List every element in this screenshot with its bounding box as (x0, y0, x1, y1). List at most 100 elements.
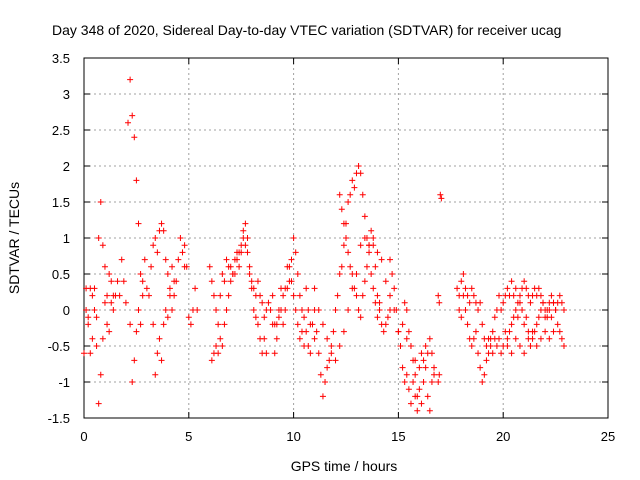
data-point (106, 328, 113, 335)
data-point (458, 314, 465, 321)
data-point (106, 271, 113, 277)
data-point (552, 307, 559, 313)
data-point (422, 343, 429, 349)
data-point (215, 350, 222, 357)
data-point (479, 321, 486, 328)
data-point (496, 292, 503, 299)
data-point (380, 328, 387, 335)
data-point (179, 249, 186, 256)
data-point (401, 299, 408, 306)
data-point (120, 278, 127, 285)
data-point (127, 76, 134, 83)
data-point (537, 292, 544, 299)
data-point (150, 242, 157, 249)
data-point (428, 379, 435, 385)
data-point (475, 307, 482, 313)
data-point (391, 285, 398, 292)
data-point (462, 285, 469, 292)
data-point (131, 134, 138, 141)
data-point (426, 407, 433, 414)
data-point (303, 285, 310, 292)
data-point (89, 335, 96, 342)
data-point (508, 350, 515, 357)
data-point (414, 393, 421, 400)
data-point (238, 249, 245, 256)
data-point (550, 328, 557, 335)
data-point (192, 285, 199, 292)
data-point (407, 343, 414, 349)
data-point (145, 292, 152, 299)
data-point (399, 364, 406, 371)
data-point (177, 235, 184, 241)
data-point (129, 379, 136, 385)
data-point (340, 242, 347, 249)
data-point (166, 285, 173, 292)
data-point (225, 292, 232, 299)
data-point (137, 321, 144, 328)
data-point (242, 220, 249, 227)
y-tick-label: 2.5 (52, 123, 70, 138)
data-point (420, 357, 427, 364)
data-point (313, 328, 320, 335)
data-point (194, 307, 201, 313)
data-point (351, 184, 358, 191)
data-point (280, 292, 287, 299)
data-point (85, 314, 92, 321)
data-point (135, 307, 142, 313)
data-point (428, 350, 435, 357)
data-point (464, 321, 471, 328)
data-point (525, 335, 532, 342)
data-point (141, 256, 148, 263)
data-point (519, 307, 526, 313)
data-point (99, 242, 106, 249)
data-point (374, 292, 381, 299)
data-point (118, 256, 125, 263)
data-point (359, 292, 366, 299)
data-point (150, 321, 157, 328)
data-point (175, 256, 182, 263)
data-point (292, 249, 299, 256)
data-point (311, 335, 318, 342)
data-point (368, 227, 375, 234)
data-point (185, 314, 192, 321)
data-point (85, 321, 92, 328)
data-point (460, 271, 467, 277)
data-point (468, 343, 475, 349)
data-point (498, 307, 505, 313)
data-point (129, 112, 136, 119)
data-point (340, 328, 347, 335)
data-point (500, 299, 507, 306)
data-point (426, 335, 433, 342)
y-tick-label: 0.5 (52, 267, 70, 282)
data-point (162, 256, 169, 263)
data-point (438, 195, 445, 202)
data-point (412, 371, 419, 378)
data-point (477, 299, 484, 306)
data-point (328, 350, 335, 357)
data-point (91, 307, 98, 313)
data-point (422, 364, 429, 371)
data-point (171, 292, 178, 299)
data-point (456, 307, 463, 313)
data-point (275, 314, 282, 321)
data-point (334, 292, 341, 299)
data-point (338, 263, 345, 270)
data-point (133, 328, 140, 335)
data-point (414, 407, 421, 414)
data-point (244, 249, 251, 256)
data-point (470, 335, 477, 342)
data-point (462, 307, 469, 313)
data-point (472, 328, 479, 335)
data-point (332, 357, 339, 364)
data-point (154, 249, 161, 256)
data-point (114, 278, 121, 285)
y-tick-label: 0 (63, 303, 70, 318)
data-point (217, 335, 224, 342)
data-point (483, 357, 490, 364)
data-point (405, 386, 412, 393)
data-point (288, 256, 295, 263)
data-point (282, 307, 289, 313)
data-point (370, 242, 377, 249)
data-point (403, 307, 410, 313)
data-point (99, 335, 106, 342)
